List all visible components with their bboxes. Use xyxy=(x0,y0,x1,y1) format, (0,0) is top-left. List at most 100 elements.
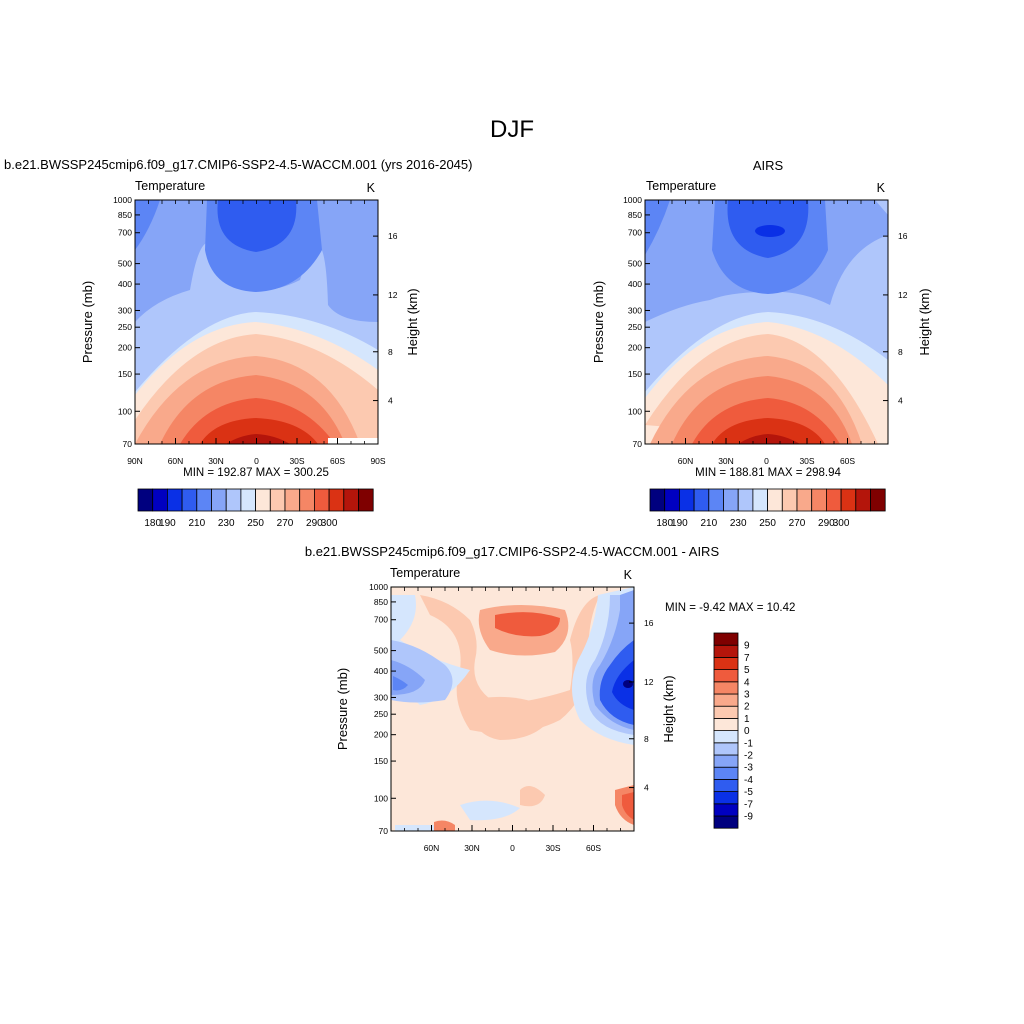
colorbar-swatch xyxy=(713,657,739,671)
panel3-contour-field xyxy=(391,587,634,831)
y-tick-label: 70 xyxy=(633,439,643,449)
colorbar-swatch xyxy=(196,488,212,512)
x-tick-label: 60N xyxy=(678,456,694,466)
y-tick-label: 1000 xyxy=(113,195,132,205)
panel1-band-warm8 xyxy=(226,434,290,444)
colorbar-swatch xyxy=(870,488,886,512)
panel-airs: AIRS Temperature K 70 100 150 200 250 300 400 5… xyxy=(591,158,932,529)
colorbar-swatch xyxy=(767,488,783,512)
x-tick-label: 30S xyxy=(545,843,560,853)
panel1-units: K xyxy=(367,181,376,195)
colorbar-label: 1 xyxy=(744,714,750,725)
colorbar-swatch xyxy=(284,488,301,512)
y-tick-label: 300 xyxy=(118,305,132,315)
y-tick-label: 250 xyxy=(374,709,388,719)
y-tick-label: 700 xyxy=(374,615,388,625)
y2-tick-label: 12 xyxy=(388,290,398,300)
colorbar-label: 290 xyxy=(306,518,323,529)
y-tick-label: 400 xyxy=(118,279,132,289)
panel3-stats: MIN = -9.42 MAX = 10.42 xyxy=(665,602,795,614)
y-tick-label: 500 xyxy=(374,646,388,656)
x-tick-label: 30N xyxy=(718,456,734,466)
colorbar-swatch xyxy=(713,718,739,732)
panel3-units: K xyxy=(624,568,633,582)
y-tick-label: 700 xyxy=(118,228,132,238)
panel2-band-warm7 xyxy=(712,418,825,444)
y-tick-label: 500 xyxy=(628,259,642,269)
y2-tick-label: 16 xyxy=(388,231,398,241)
colorbar-swatch xyxy=(855,488,871,512)
panel2-variable: Temperature xyxy=(646,179,716,193)
y-tick-label: 100 xyxy=(374,793,388,803)
colorbar-swatch xyxy=(713,644,739,658)
y-tick-label: 70 xyxy=(379,826,389,836)
x-tick-label: 60N xyxy=(168,456,184,466)
colorbar-swatch xyxy=(840,488,857,512)
colorbar-label: 210 xyxy=(188,518,205,529)
colorbar-label: 7 xyxy=(744,653,750,664)
panel2-y2label: Height (km) xyxy=(917,288,932,355)
colorbar-label: 5 xyxy=(744,665,750,676)
colorbar-swatch xyxy=(328,488,345,512)
panel1-title-left: b.e21.BWSSP245cmip6.f09_g17.CMIP6-SSP2-4… xyxy=(4,157,472,172)
panel1-stats: MIN = 192.87 MAX = 300.25 xyxy=(183,467,329,479)
panel1-band-blue xyxy=(135,200,160,250)
y-tick-label: 200 xyxy=(374,730,388,740)
y-tick-label: 300 xyxy=(374,692,388,702)
y-tick-label: 500 xyxy=(118,259,132,269)
colorbar-label: 180 xyxy=(144,518,161,529)
y2-tick-label: 4 xyxy=(388,396,393,406)
colorbar-swatch xyxy=(137,488,154,512)
y-tick-label: 1000 xyxy=(369,582,388,592)
x-tick-label: 60S xyxy=(586,843,601,853)
x-tick-label: 30N xyxy=(464,843,480,853)
y-tick-label: 150 xyxy=(118,369,132,379)
y-tick-label: 200 xyxy=(118,343,132,353)
y-tick-label: 150 xyxy=(628,369,642,379)
colorbar-swatch xyxy=(358,488,374,512)
panel1-axes: 70 100 150 200 250 300 400 500 700 850 1000 16 12 8 4 9… xyxy=(113,195,398,466)
panel3-ylabel: Pressure (mb) xyxy=(335,668,350,750)
x-tick-label: 60S xyxy=(330,456,345,466)
x-tick-label: 90N xyxy=(127,456,143,466)
y-tick-label: 400 xyxy=(628,279,642,289)
colorbar-swatch xyxy=(299,488,315,512)
panel3-title: b.e21.BWSSP245cmip6.f09_g17.CMIP6-SSP2-4… xyxy=(305,544,720,559)
x-tick-label: 0 xyxy=(254,456,259,466)
y-tick-label: 250 xyxy=(118,322,132,332)
panel1-ylabel: Pressure (mb) xyxy=(80,281,95,363)
y-tick-label: 850 xyxy=(374,597,388,607)
colorbar-label: 190 xyxy=(159,518,176,529)
colorbar-swatch xyxy=(713,669,739,683)
colorbar-swatch xyxy=(708,488,724,512)
panel3-pos-lower1 xyxy=(434,820,455,831)
colorbar-swatch xyxy=(713,779,739,793)
y2-tick-label: 12 xyxy=(898,290,908,300)
colorbar-swatch xyxy=(269,488,286,512)
x-tick-label: 0 xyxy=(510,843,515,853)
panel1-missing xyxy=(328,438,378,444)
colorbar-swatch xyxy=(713,791,739,805)
colorbar-swatch xyxy=(713,693,739,707)
y-tick-label: 250 xyxy=(628,322,642,332)
colorbar-label: 0 xyxy=(744,726,750,737)
colorbar-swatch xyxy=(152,488,168,512)
y-tick-label: 100 xyxy=(118,406,132,416)
colorbar-label: 230 xyxy=(730,518,747,529)
y-tick-label: 70 xyxy=(123,439,133,449)
colorbar-swatch xyxy=(811,488,827,512)
colorbar-swatch xyxy=(649,488,666,512)
colorbar-label: 190 xyxy=(671,518,688,529)
y2-tick-label: 16 xyxy=(644,618,654,628)
colorbar-swatch xyxy=(240,488,256,512)
panel2-band-warm8 xyxy=(738,434,800,444)
panel1-contour-field xyxy=(135,200,378,444)
colorbar-label: -9 xyxy=(744,812,753,823)
colorbar-label: 270 xyxy=(789,518,806,529)
colorbar-swatch xyxy=(713,803,739,817)
colorbar-label: 300 xyxy=(833,518,850,529)
colorbar-swatch xyxy=(713,815,739,829)
